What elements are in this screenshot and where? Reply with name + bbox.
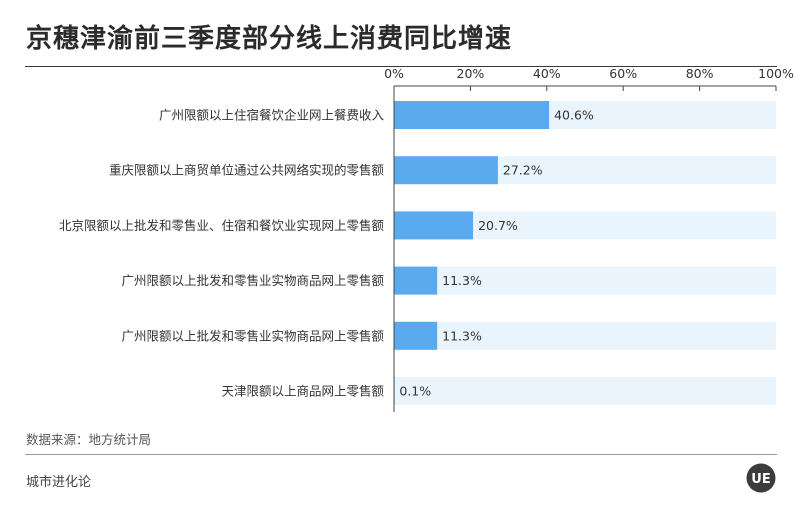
x-tick-label: 60%: [609, 66, 637, 81]
x-tick-label: 20%: [457, 66, 485, 81]
bar: [394, 321, 438, 350]
bar-value-label: 0.1%: [399, 384, 431, 399]
x-tick-label: 40%: [533, 66, 561, 81]
brand-logo-icon: UE: [746, 463, 776, 493]
category-label: 重庆限额以上商贸单位通过公共网络实现的零售额: [109, 163, 385, 178]
brand-name: 城市进化论: [26, 475, 92, 490]
footer-divider: [25, 454, 777, 455]
x-tick-label: 100%: [758, 66, 794, 81]
bar: [394, 211, 474, 240]
bar-value-label: 11.3%: [442, 273, 482, 288]
category-label: 北京限额以上批发和零售业、住宿和餐饮业实现网上零售额: [59, 218, 385, 233]
category-label: 天津限额以上商品网上零售额: [221, 384, 384, 399]
bar: [394, 156, 498, 185]
bar: [394, 101, 550, 129]
category-label: 广州限额以上批发和零售业实物商品网上零售额: [121, 328, 384, 343]
bar-track: [394, 377, 776, 405]
x-tick-label: 0%: [384, 66, 404, 81]
title-divider: [25, 66, 777, 67]
bar-value-label: 11.3%: [442, 328, 482, 343]
x-tick-label: 80%: [686, 66, 714, 81]
category-label: 广州限额以上批发和零售业实物商品网上零售额: [121, 273, 384, 288]
bar-track: [394, 266, 776, 295]
bar-value-label: 27.2%: [503, 163, 543, 178]
bar-value-label: 20.7%: [478, 218, 518, 233]
data-source-note: 数据来源：地方统计局: [26, 432, 152, 447]
bar-chart: 0% 20% 40% 60% 80% 100% 40.6% 广州限额以上住宿餐饮企业网上餐费收…: [59, 66, 794, 412]
bar-value-label: 40.6%: [554, 108, 594, 123]
bar-track: [394, 321, 776, 350]
brand-logo-text: UE: [751, 472, 770, 487]
chart-title: 京穗津渝前三季度部分线上消费同比增速: [26, 24, 513, 54]
category-label: 广州限额以上住宿餐饮企业网上餐费收入: [159, 108, 385, 123]
bar: [394, 266, 438, 295]
